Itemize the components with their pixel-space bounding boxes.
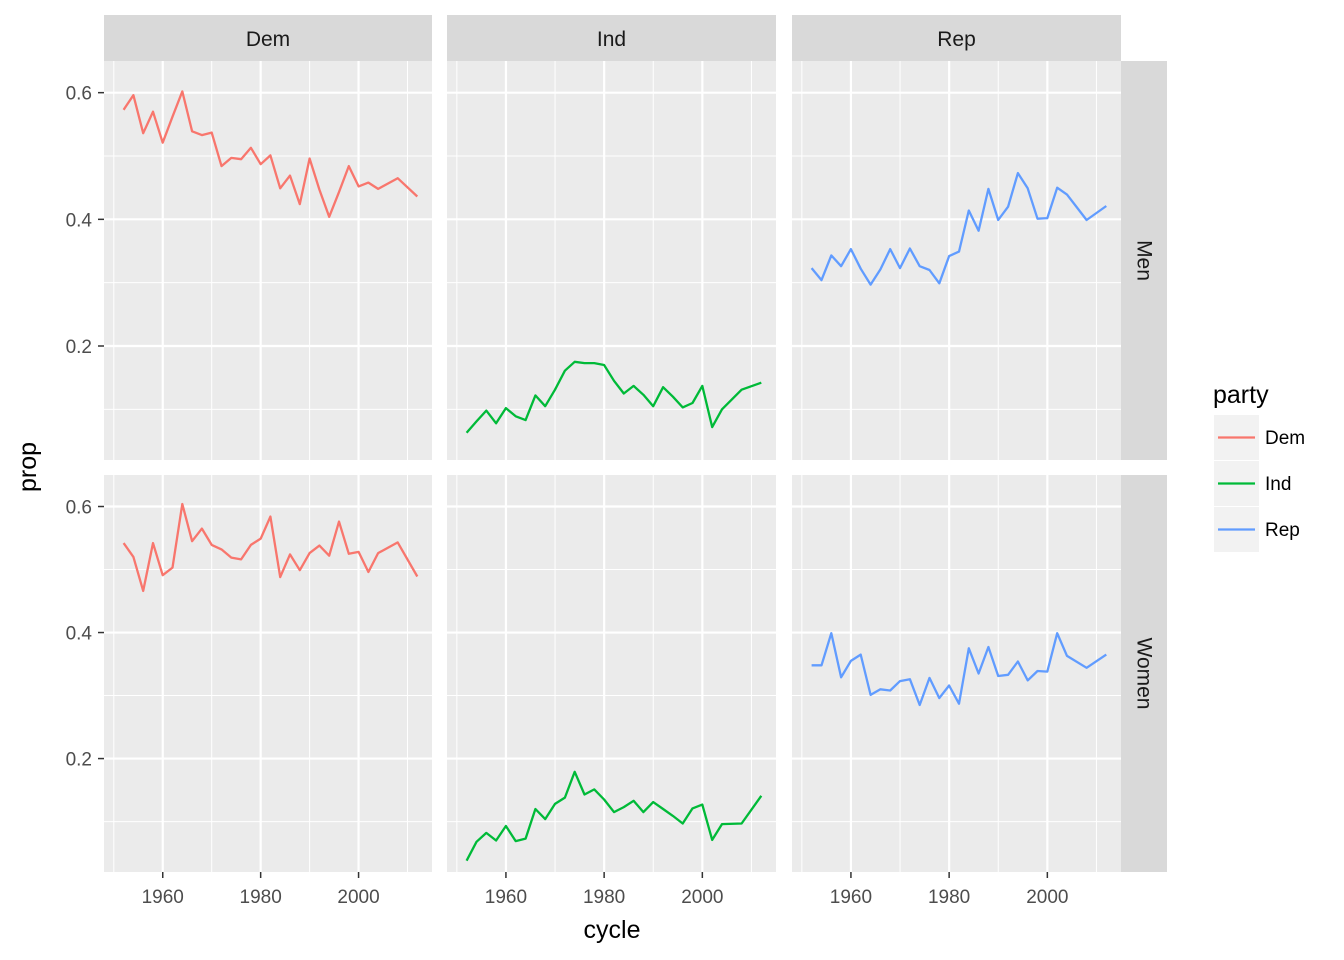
panel-background (447, 61, 776, 460)
series-line-rep-women (811, 632, 1107, 707)
facet-strips: Dem Ind Rep Men Women (104, 15, 1167, 872)
y-tick-label: 0.6 (66, 84, 92, 105)
panel-background (104, 475, 432, 872)
y-tick-label: 0.2 (66, 750, 92, 771)
panel-men-rep (792, 61, 1121, 460)
strip-label-men: Men (1133, 240, 1156, 281)
legend-label: Dem (1265, 428, 1305, 449)
x-tick-label: 2000 (337, 887, 379, 908)
legend-item-rep: Rep (1214, 507, 1300, 552)
legend-title: party (1213, 381, 1269, 409)
panel-background (792, 61, 1121, 460)
series-line-dem-women (122, 502, 419, 593)
panel-women-dem (104, 475, 432, 872)
legend-label: Ind (1265, 474, 1291, 495)
y-axis-title: prop (14, 442, 42, 492)
x-tick-label: 1960 (830, 887, 872, 908)
legend-label: Rep (1265, 520, 1300, 541)
x-tick-label: 2000 (1026, 887, 1068, 908)
strip-label-rep: Rep (937, 28, 976, 51)
legend-item-ind: Ind (1214, 461, 1291, 506)
y-tick-label: 0.2 (66, 337, 92, 358)
strip-women (1121, 475, 1167, 872)
y-tick-label: 0.6 (66, 498, 92, 519)
x-tick-label: 1980 (928, 887, 970, 908)
series-line-rep-men (810, 171, 1107, 286)
x-tick-label: 2000 (681, 887, 723, 908)
series-line-ind-women (465, 770, 763, 862)
strip-rep (792, 15, 1121, 61)
series-line-ind-men (465, 360, 762, 434)
panel-women-ind (447, 475, 776, 872)
panels (104, 61, 1121, 872)
panel-men-ind (447, 61, 776, 460)
strip-ind (447, 15, 776, 61)
strip-label-ind: Ind (597, 28, 626, 51)
strip-label-dem: Dem (246, 28, 290, 51)
strip-dem (104, 15, 432, 61)
panel-background (792, 475, 1121, 872)
axes: 0.2 0.4 0.6 0.2 0.4 0.6 1960 1980 2000 1960 1980 20… (66, 84, 1069, 908)
panel-women-rep (792, 475, 1121, 872)
x-tick-label: 1980 (240, 887, 282, 908)
x-tick-label: 1960 (485, 887, 527, 908)
x-tick-label: 1980 (583, 887, 625, 908)
panel-men-dem (104, 61, 432, 460)
strip-label-women: Women (1133, 638, 1156, 710)
x-tick-label: 1960 (142, 887, 184, 908)
x-axis-title: cycle (584, 916, 641, 944)
legend-item-dem: Dem (1214, 415, 1305, 460)
y-tick-label: 0.4 (66, 624, 93, 645)
panel-background (104, 61, 432, 460)
panel-background (447, 475, 776, 872)
series-line-dem-men (122, 90, 419, 218)
legend: party Dem Ind Rep (1213, 381, 1305, 552)
y-tick-label: 0.4 (66, 210, 93, 231)
strip-men (1121, 61, 1167, 460)
